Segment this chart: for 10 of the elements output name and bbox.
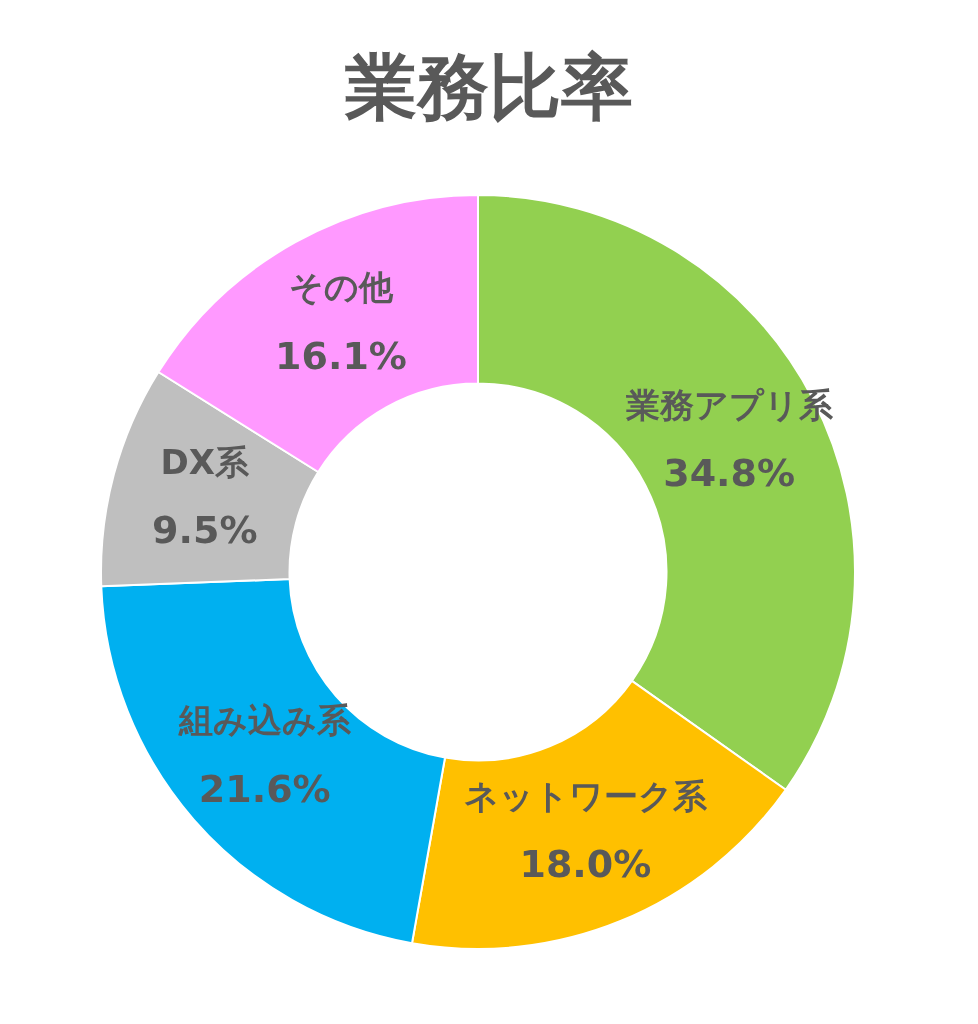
slice-label: ネットワーク系 [463,776,708,817]
data-label: 18.0% [519,842,652,887]
slice-label: DX系 [160,441,251,482]
slice-label: その他 [289,267,395,308]
data-label: 21.6% [198,766,331,811]
data-label: 16.1% [275,333,407,378]
data-label: 34.8% [663,450,796,495]
slice-label: 組み込み系 [177,700,352,741]
data-label: 9.5% [152,507,258,552]
chart-title: 業務比率 [344,44,634,131]
